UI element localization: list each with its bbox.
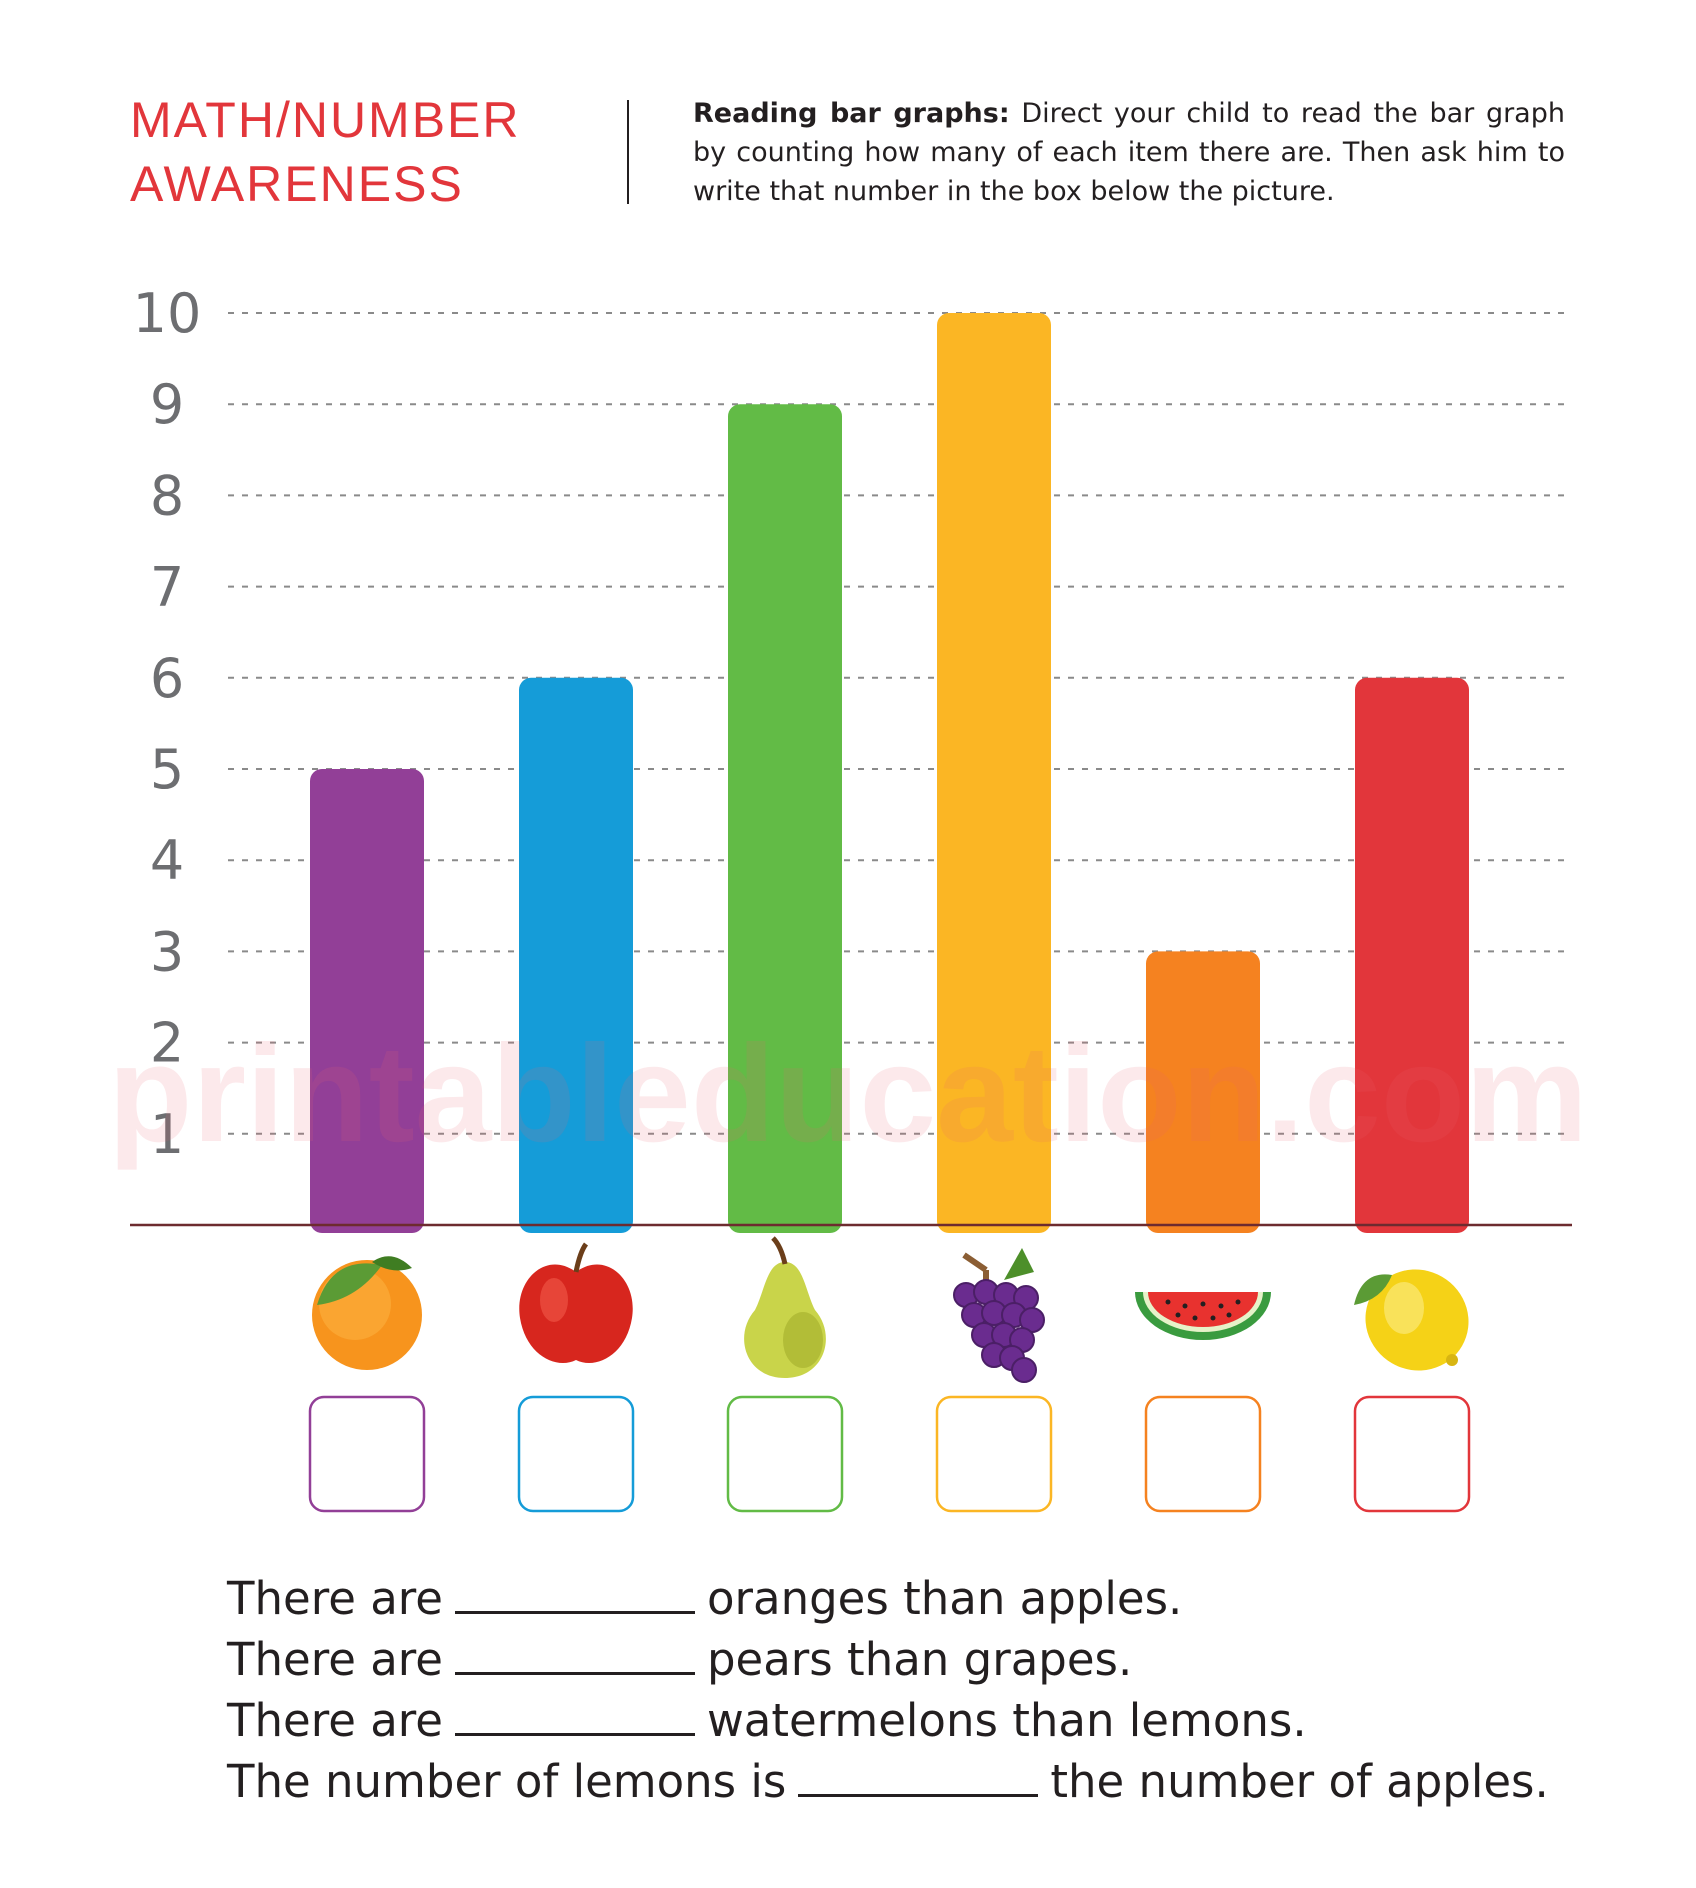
answer-box-grapes[interactable] <box>935 1395 1053 1513</box>
page-title-line-1: MATH/NUMBER <box>130 92 521 148</box>
answer-box-orange[interactable] <box>308 1395 426 1513</box>
instructions-heading: Reading bar graphs: <box>693 98 1010 129</box>
answer-box-lemon[interactable] <box>1353 1395 1471 1513</box>
y-tick-label: 10 <box>133 282 202 345</box>
lemon-icon <box>1354 1269 1469 1371</box>
bar-pear <box>728 404 842 1233</box>
answer-blank-1[interactable] <box>454 1573 695 1614</box>
answer-blank-4[interactable] <box>798 1756 1039 1797</box>
instructions: Reading bar graphs: Direct your child to… <box>693 94 1565 211</box>
bar-chart: 1 2 3 4 5 6 7 8 9 10 <box>130 282 1572 1513</box>
y-tick-label: 9 <box>150 373 184 436</box>
fill-in-sentences: There are oranges than apples. There are p… <box>227 1568 1549 1812</box>
sentence-4-start: The number of lemons is <box>227 1755 787 1808</box>
y-tick-label: 2 <box>150 1012 184 1075</box>
watermelon-icon <box>1135 1292 1271 1340</box>
sentence-4-end: the number of apples. <box>1050 1755 1549 1808</box>
answer-box-apple[interactable] <box>517 1395 635 1513</box>
answer-box-pear[interactable] <box>726 1395 844 1513</box>
pear-icon <box>744 1236 826 1378</box>
bar-watermelon <box>1146 951 1260 1233</box>
sentence-3: There are watermelons than lemons. <box>227 1690 1549 1751</box>
bar-orange <box>310 769 424 1233</box>
sentence-4: The number of lemons is the number of app… <box>227 1751 1549 1812</box>
header-divider <box>627 100 629 204</box>
sentence-1-start: There are <box>227 1572 443 1625</box>
sentence-1-end: oranges than apples. <box>706 1572 1183 1625</box>
sentence-3-start: There are <box>227 1694 443 1747</box>
bar-grapes <box>937 313 1051 1233</box>
bar-lemon <box>1355 677 1469 1233</box>
sentence-3-end: watermelons than lemons. <box>706 1694 1307 1747</box>
sentence-2: There are pears than grapes. <box>227 1629 1549 1690</box>
y-tick-label: 7 <box>150 556 184 619</box>
sentence-1: There are oranges than apples. <box>227 1568 1549 1629</box>
orange-icon <box>312 1256 422 1370</box>
y-tick-label: 1 <box>150 1103 184 1166</box>
bar-apple <box>519 677 633 1233</box>
page-title: MATH/NUMBER AWARENESS <box>130 88 521 216</box>
instructions-body: Direct your child to read the bar graph … <box>693 98 1565 207</box>
grapes-icon <box>953 1248 1045 1383</box>
apple-icon <box>519 1242 633 1364</box>
page-title-line-2: AWARENESS <box>130 156 464 212</box>
answer-blank-3[interactable] <box>454 1695 695 1736</box>
y-tick-label: 8 <box>150 464 184 527</box>
y-tick-label: 5 <box>150 738 184 801</box>
y-tick-label: 3 <box>150 920 184 983</box>
y-tick-label: 4 <box>150 829 184 892</box>
answer-blank-2[interactable] <box>454 1634 695 1675</box>
sentence-2-end: pears than grapes. <box>706 1633 1133 1686</box>
answer-box-watermelon[interactable] <box>1144 1395 1262 1513</box>
sentence-2-start: There are <box>227 1633 443 1686</box>
y-tick-label: 6 <box>150 647 184 710</box>
